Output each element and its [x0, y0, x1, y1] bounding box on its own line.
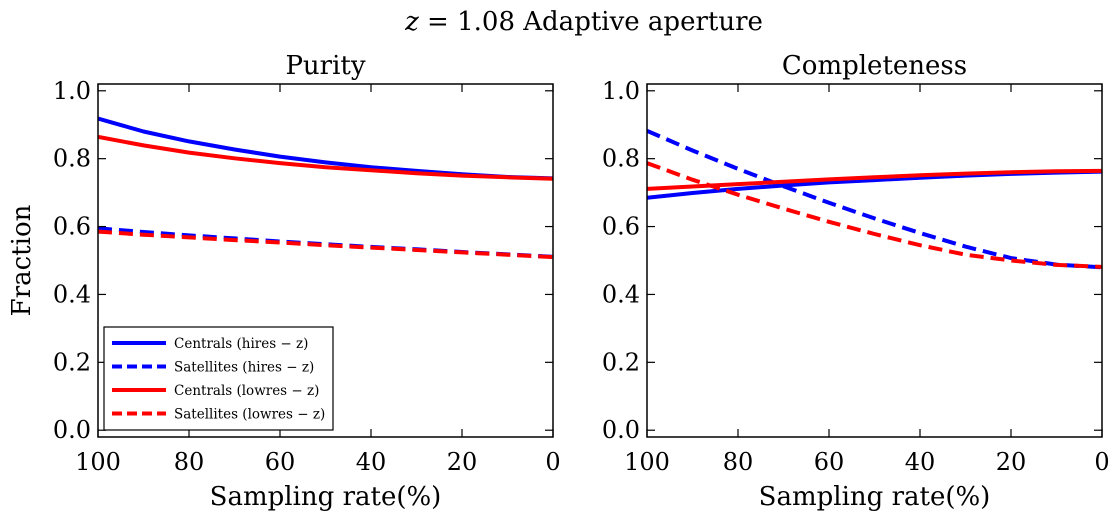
series-group [98, 116, 553, 260]
chart-panel-0: Purity 100 80 60 40 20 0 0.0 0.2 0.4 0.6 0.8 1.0 Samp… [7, 51, 561, 512]
y-tick-label: 0.6 [53, 213, 91, 241]
x-tick-label: 100 [75, 448, 121, 476]
x-axis-label: Sampling rate(%) [210, 482, 442, 512]
y-tick-label: 1.0 [53, 77, 91, 105]
suptitle-variable: z [404, 7, 419, 37]
chart-title: Purity [285, 51, 365, 81]
y-tick-label: 0.2 [53, 348, 91, 376]
x-tick-label: 80 [723, 448, 754, 476]
figure-suptitle: z = 1.08 Adaptive aperture [404, 7, 763, 37]
x-tick-label: 80 [174, 448, 205, 476]
suptitle-text: = 1.08 Adaptive aperture [419, 7, 763, 37]
legend-label-1: Satellites (hires − z) [174, 360, 314, 376]
x-tick-label: 100 [624, 448, 670, 476]
y-tick-label: 0.4 [53, 280, 91, 308]
axes-frame [97, 83, 554, 438]
legend: Centrals (hires − z) Satellites (hires − … [103, 326, 334, 431]
y-tick-label: 0.0 [602, 416, 640, 444]
chart-panel-1: Completeness 100 80 60 40 20 0 0.0 0.2 0.4 0.6 0.8 1… [602, 51, 1110, 512]
x-tick-label: 0 [545, 448, 560, 476]
x-tick-label: 60 [265, 448, 296, 476]
y-tick-label: 0.0 [53, 416, 91, 444]
y-tick-label: 0.4 [602, 280, 640, 308]
y-tick-label: 0.8 [53, 145, 91, 173]
x-tick-label: 0 [1094, 448, 1109, 476]
x-tick-label: 20 [996, 448, 1027, 476]
y-tick-label: 0.6 [602, 213, 640, 241]
y-tick-label: 0.2 [602, 348, 640, 376]
series-line-1 [647, 128, 1102, 270]
axes-frame [646, 83, 1103, 438]
chart-title: Completeness [782, 51, 967, 81]
y-axis-label: Fraction [7, 204, 37, 316]
series-line-2 [98, 134, 553, 181]
legend-label-3: Satellites (lowres − z) [174, 407, 325, 423]
x-tick-label: 60 [814, 448, 845, 476]
x-tick-label: 40 [905, 448, 936, 476]
x-tick-label: 20 [447, 448, 478, 476]
legend-label-0: Centrals (hires − z) [174, 336, 308, 352]
series-line-3 [98, 229, 553, 260]
series-line-3 [647, 161, 1102, 269]
series-group [647, 128, 1102, 270]
legend-label-2: Centrals (lowres − z) [174, 383, 319, 399]
y-tick-label: 1.0 [602, 77, 640, 105]
x-axis-label: Sampling rate(%) [759, 482, 991, 512]
y-tick-label: 0.8 [602, 145, 640, 173]
x-tick-label: 40 [356, 448, 387, 476]
series-line-2 [647, 168, 1102, 191]
